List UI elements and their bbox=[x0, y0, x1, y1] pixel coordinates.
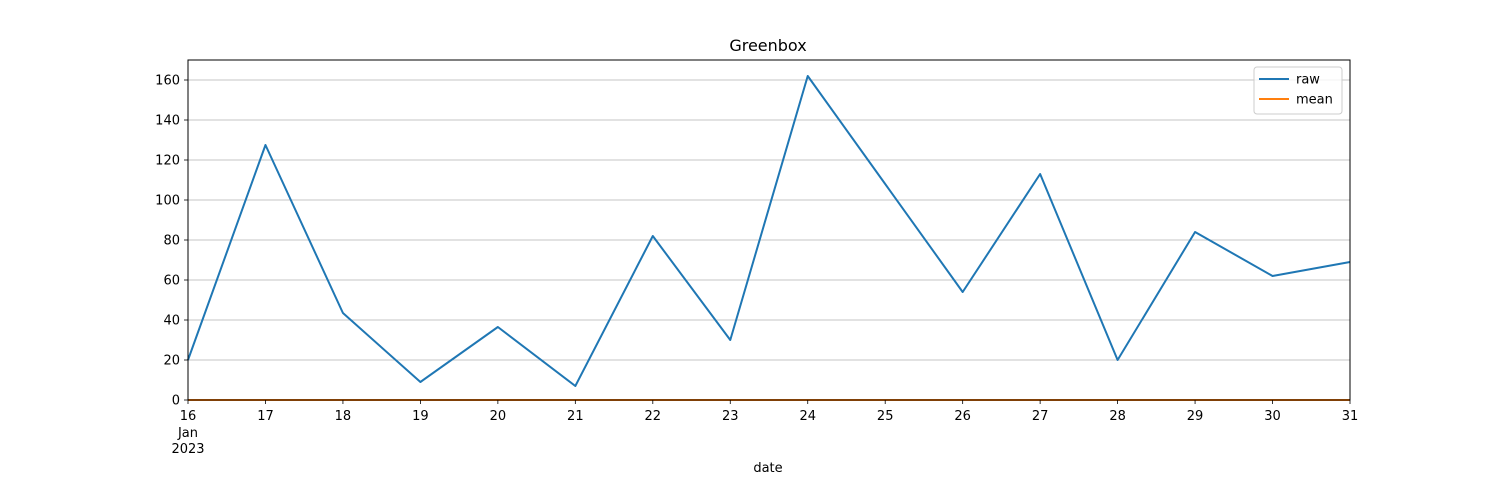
x-tick-label: 23 bbox=[722, 409, 739, 424]
x-axis-label: date bbox=[753, 461, 782, 476]
y-tick-label: 120 bbox=[155, 154, 180, 169]
chart-title: Greenbox bbox=[729, 36, 806, 55]
series-line-raw bbox=[187, 75, 1351, 387]
x-tick-label: 19 bbox=[412, 409, 429, 424]
x-tick-label: 17 bbox=[257, 409, 274, 424]
y-tick-label: 80 bbox=[163, 234, 180, 249]
plot-frame bbox=[187, 59, 1351, 401]
x-tick-month-label: Jan bbox=[177, 426, 198, 441]
axis-layer: 0 20 40 60 80 100 120 140 160 16 17 18 19 20 21 22 23 24 2… bbox=[155, 74, 1358, 458]
y-tick-label: 160 bbox=[155, 74, 180, 89]
legend: raw mean bbox=[1253, 66, 1343, 115]
y-tick-label: 40 bbox=[163, 314, 180, 329]
x-tick-year-label: 2023 bbox=[171, 442, 204, 457]
x-tick-label: 20 bbox=[490, 409, 507, 424]
x-tick-label: 18 bbox=[335, 409, 352, 424]
x-tick-label: 26 bbox=[954, 409, 971, 424]
legend-label-raw: raw bbox=[1296, 73, 1320, 88]
x-tick-label: 24 bbox=[799, 409, 816, 424]
x-tick-label: 25 bbox=[877, 409, 894, 424]
x-tick-label: 28 bbox=[1109, 409, 1126, 424]
y-tick-label: 60 bbox=[163, 274, 180, 289]
y-tick-label: 140 bbox=[155, 114, 180, 129]
y-tick-label: 100 bbox=[155, 194, 180, 209]
legend-label-mean: mean bbox=[1296, 93, 1333, 108]
x-tick-label: 29 bbox=[1187, 409, 1204, 424]
x-tick-label: 31 bbox=[1342, 409, 1359, 424]
x-tick-label: 22 bbox=[645, 409, 662, 424]
y-tick-label: 20 bbox=[163, 354, 180, 369]
x-tick-label: 16 bbox=[180, 409, 197, 424]
x-tick-label: 27 bbox=[1032, 409, 1049, 424]
x-tick-label: 30 bbox=[1264, 409, 1281, 424]
x-tick-label: 21 bbox=[567, 409, 584, 424]
y-tick-label: 0 bbox=[172, 394, 180, 409]
